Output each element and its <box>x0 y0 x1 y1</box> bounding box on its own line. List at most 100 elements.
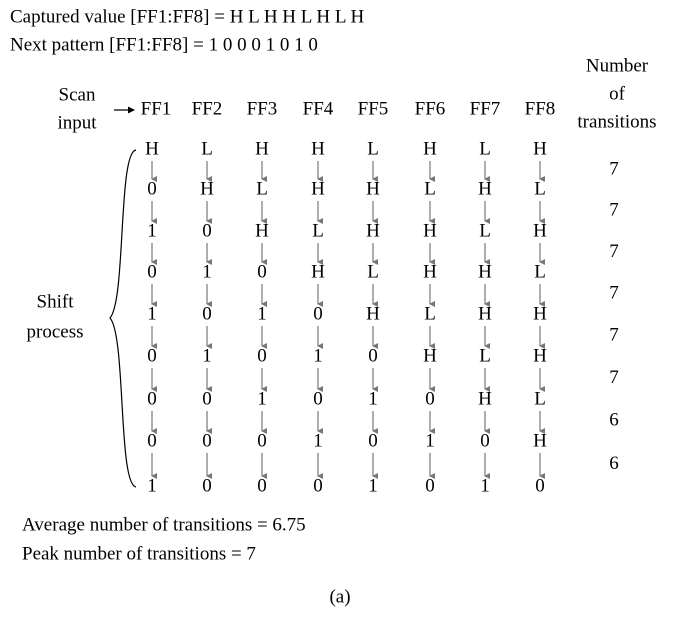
cell: 0 <box>147 345 157 366</box>
shift-label: Shift <box>37 291 75 312</box>
column-header: FF8 <box>525 98 556 119</box>
column-header: FF6 <box>415 98 446 119</box>
cell: L <box>479 345 491 366</box>
cell: H <box>478 261 492 282</box>
cell: 1 <box>202 345 212 366</box>
cell: 1 <box>313 345 323 366</box>
cell: 0 <box>368 430 378 451</box>
column-header: FF2 <box>192 98 223 119</box>
cell: L <box>479 220 491 241</box>
shift-label: process <box>27 321 84 342</box>
cell: H <box>366 303 380 324</box>
cell: L <box>367 138 379 159</box>
cell: H <box>255 138 269 159</box>
cell: H <box>423 138 437 159</box>
captured-text: Captured value [FF1:FF8] = H L H H L H L… <box>10 6 365 27</box>
cell: 0 <box>147 178 157 199</box>
transition-count: 7 <box>609 158 619 179</box>
caption: (a) <box>329 586 350 607</box>
cell: H <box>423 345 437 366</box>
cell: 0 <box>147 261 157 282</box>
cell: L <box>312 220 324 241</box>
average-text: Average number of transitions = 6.75 <box>22 514 306 535</box>
cell: 0 <box>202 220 212 241</box>
brace <box>109 149 137 488</box>
transition-count: 7 <box>609 367 619 388</box>
cell: 0 <box>425 388 435 409</box>
cell: L <box>424 303 436 324</box>
cell: L <box>534 261 546 282</box>
cell: H <box>311 178 325 199</box>
cell: 1 <box>257 303 267 324</box>
transitions-header: of <box>609 83 626 104</box>
cell: 0 <box>202 475 212 496</box>
cell: H <box>533 430 547 451</box>
cell: H <box>533 220 547 241</box>
cell: 1 <box>313 430 323 451</box>
cell: H <box>533 303 547 324</box>
cell: 1 <box>368 475 378 496</box>
cell: 0 <box>257 261 267 282</box>
cell: H <box>366 220 380 241</box>
transition-count: 6 <box>609 453 619 474</box>
next-text: Next pattern [FF1:FF8] = 1 0 0 0 1 0 1 0 <box>10 34 318 55</box>
column-header: FF7 <box>470 98 501 119</box>
cell: H <box>423 220 437 241</box>
cell: H <box>145 138 159 159</box>
transitions-header: Number <box>586 55 649 76</box>
cell: 0 <box>425 475 435 496</box>
cell: 0 <box>535 475 545 496</box>
cell: 0 <box>202 388 212 409</box>
peak-text: Peak number of transitions = 7 <box>22 543 256 564</box>
cell: H <box>311 261 325 282</box>
cell: 0 <box>313 303 323 324</box>
cell: 0 <box>202 303 212 324</box>
scan-label: input <box>57 112 97 133</box>
transition-count: 7 <box>609 241 619 262</box>
cell: L <box>424 178 436 199</box>
cell: 1 <box>480 475 490 496</box>
cell: L <box>534 388 546 409</box>
cell: 0 <box>257 345 267 366</box>
cell: H <box>311 138 325 159</box>
cell: 0 <box>147 388 157 409</box>
scan-label: Scan <box>59 84 96 105</box>
cell: 1 <box>147 303 157 324</box>
cell: 1 <box>368 388 378 409</box>
column-header: FF4 <box>303 98 334 119</box>
column-header: FF5 <box>358 98 389 119</box>
cell: H <box>478 178 492 199</box>
transition-count: 7 <box>609 324 619 345</box>
transition-count: 7 <box>609 282 619 303</box>
cell: H <box>478 388 492 409</box>
column-header: FF3 <box>247 98 278 119</box>
cell: 0 <box>257 430 267 451</box>
cell: 0 <box>480 430 490 451</box>
cell: L <box>534 178 546 199</box>
cell: H <box>533 138 547 159</box>
cell: H <box>423 261 437 282</box>
cell: 0 <box>368 345 378 366</box>
transitions-header: transitions <box>577 111 656 132</box>
cell: L <box>201 138 213 159</box>
cell: H <box>366 178 380 199</box>
cell: 0 <box>202 430 212 451</box>
cell: H <box>200 178 214 199</box>
transition-count: 6 <box>609 409 619 430</box>
cell: H <box>255 220 269 241</box>
transition-count: 7 <box>609 199 619 220</box>
cell: 0 <box>313 475 323 496</box>
cell: H <box>478 303 492 324</box>
column-header: FF1 <box>141 98 172 119</box>
cell: 0 <box>147 430 157 451</box>
cell: 0 <box>257 475 267 496</box>
cell: 1 <box>202 261 212 282</box>
cell: L <box>256 178 268 199</box>
cell: 1 <box>425 430 435 451</box>
cell: L <box>367 261 379 282</box>
cell: 1 <box>147 475 157 496</box>
cell: H <box>533 345 547 366</box>
cell: 0 <box>313 388 323 409</box>
cell: 1 <box>257 388 267 409</box>
